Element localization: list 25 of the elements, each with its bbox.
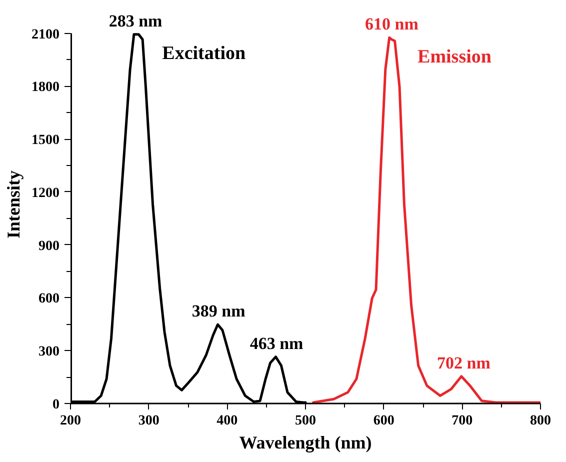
x-tick-label: 600 <box>373 414 394 428</box>
annotation: 283 nm <box>108 11 162 30</box>
line-series <box>312 36 540 404</box>
y-tick-label: 900 <box>38 238 60 254</box>
y-tick-label: 1800 <box>32 80 60 96</box>
annotation: 702 nm <box>437 353 490 372</box>
x-tick-label: 200 <box>60 414 81 428</box>
x-tick-label: 700 <box>452 414 473 428</box>
series-label: Emission <box>418 46 492 68</box>
y-tick-label: 600 <box>38 292 60 307</box>
x-tick-label: 400 <box>216 414 238 428</box>
y-tick-label: 1200 <box>32 186 60 201</box>
annotation: 610 nm <box>364 14 418 34</box>
x-axis-title: Wavelength (nm) <box>239 432 372 452</box>
x-tick-label: 300 <box>138 414 160 428</box>
y-axis-title: Intensity <box>4 170 24 239</box>
x-tick-label: 800 <box>530 414 551 428</box>
x-tick-label: 500 <box>295 414 316 428</box>
y-tick-label: 0 <box>52 398 60 412</box>
y-tick-label: 1500 <box>32 133 60 148</box>
series-label: Excitation <box>162 42 246 64</box>
y-tick-label: 2100 <box>32 27 60 42</box>
annotation: 463 nm <box>250 334 304 353</box>
annotation: 389 nm <box>192 302 246 321</box>
y-tick-label: 300 <box>38 344 60 360</box>
